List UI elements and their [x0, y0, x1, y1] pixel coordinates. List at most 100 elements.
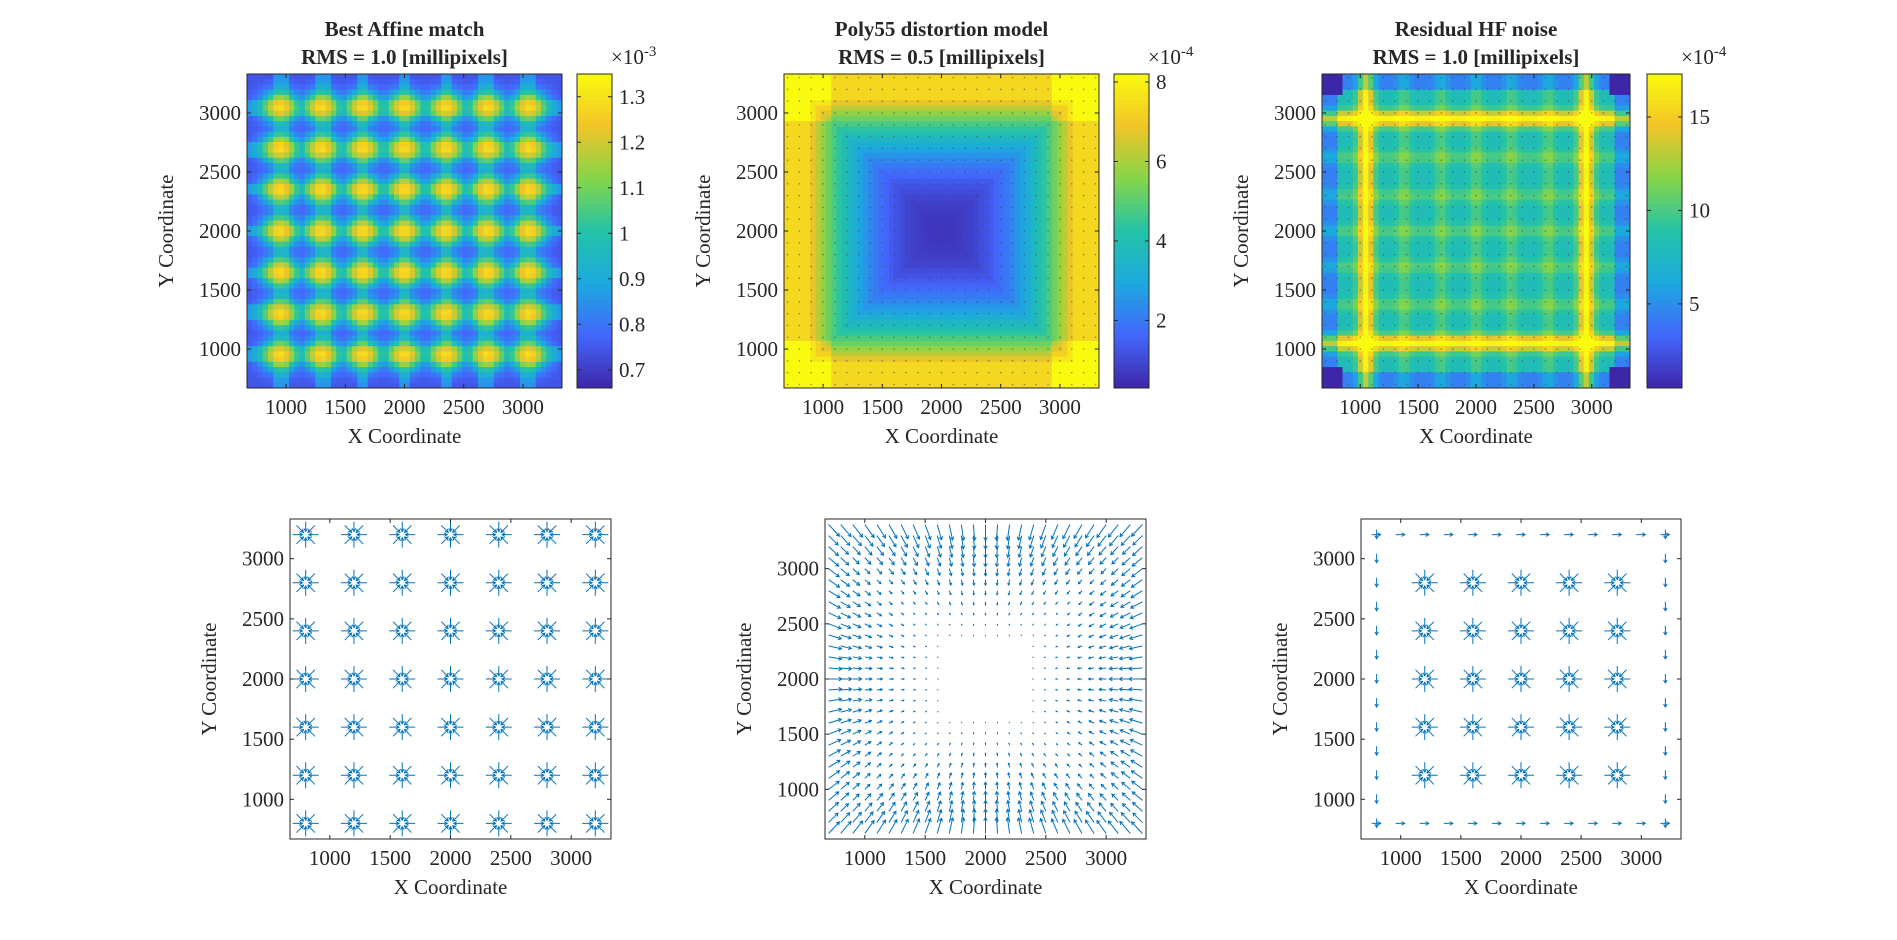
- heatmap-cell: [472, 257, 479, 263]
- heatmap-cell: [857, 314, 864, 321]
- heatmap-cell: [320, 330, 327, 337]
- heatmap-cell: [325, 304, 332, 311]
- heatmap-cell: [868, 382, 874, 388]
- heatmap-cell: [373, 162, 379, 169]
- heatmap-cell: [535, 367, 542, 373]
- heatmap-cell: [304, 162, 311, 169]
- heatmap-cell: [546, 126, 553, 133]
- heatmap-cell: [378, 314, 385, 321]
- heatmap-cell: [520, 257, 526, 263]
- heatmap-cell: [441, 173, 448, 180]
- heatmap-cell: [509, 314, 516, 321]
- heatmap-cell: [436, 199, 442, 206]
- heatmap-cell: [514, 372, 521, 379]
- heatmap-cell: [873, 142, 880, 148]
- heatmap-cell: [784, 178, 790, 185]
- heatmap-cell: [488, 382, 495, 388]
- heatmap-cell: [826, 178, 832, 185]
- heatmap-cell: [373, 84, 379, 91]
- heatmap-cell: [315, 126, 322, 133]
- heatmap-cell: [310, 372, 316, 379]
- heatmap-cell: [299, 84, 306, 91]
- heatmap-cell: [325, 199, 332, 206]
- heatmap-cell: [551, 131, 558, 138]
- heatmap-cell: [273, 121, 280, 127]
- heatmap-cell: [331, 136, 337, 143]
- heatmap-cell: [404, 142, 411, 148]
- heatmap-cell: [504, 126, 511, 133]
- heatmap-cell: [441, 204, 448, 211]
- heatmap-cell: [852, 100, 859, 106]
- heatmap-cell: [873, 231, 880, 237]
- heatmap-cell: [784, 236, 790, 243]
- heatmap-cell: [336, 382, 343, 388]
- heatmap-cell: [483, 241, 490, 248]
- heatmap-cell: [341, 74, 348, 80]
- heatmap-cell: [357, 299, 364, 305]
- heatmap-cell: [336, 288, 343, 295]
- heatmap-cell: [273, 372, 280, 379]
- heatmap-cell: [336, 335, 343, 342]
- heatmap-cell: [278, 309, 285, 316]
- heatmap-cell: [289, 215, 295, 222]
- heatmap-cell: [520, 204, 526, 211]
- heatmap-cell: [457, 225, 463, 232]
- heatmap-cell: [315, 330, 322, 337]
- heatmap-cell: [499, 199, 505, 206]
- heatmap-cell: [378, 309, 385, 316]
- heatmap-cell: [815, 377, 822, 384]
- heatmap-cell: [331, 288, 337, 295]
- heatmap-cell: [520, 325, 526, 332]
- heatmap-cell: [247, 278, 253, 284]
- heatmap-cell: [451, 361, 458, 368]
- heatmap-cell: [472, 84, 479, 91]
- heatmap-cell: [894, 293, 901, 300]
- heatmap-cell: [467, 278, 474, 284]
- heatmap-cell: [493, 330, 500, 337]
- heatmap-cell: [436, 84, 442, 91]
- heatmap-cell: [357, 94, 364, 101]
- heatmap-cell: [878, 241, 885, 248]
- heatmap-cell: [847, 199, 853, 206]
- heatmap-cell: [425, 136, 432, 143]
- heatmap-cell: [325, 293, 332, 300]
- heatmap-cell: [541, 74, 547, 80]
- heatmap-cell: [336, 204, 343, 211]
- heatmap-cell: [289, 183, 295, 190]
- heatmap-cell: [304, 147, 311, 154]
- heatmap-cell: [367, 382, 374, 388]
- heatmap-cell: [509, 288, 516, 295]
- heatmap-cell: [283, 351, 290, 358]
- heatmap-cell: [826, 168, 832, 175]
- heatmap-cell: [325, 173, 332, 180]
- heatmap-cell: [472, 377, 479, 384]
- heatmap-cell: [257, 142, 264, 148]
- heatmap-cell: [409, 319, 416, 326]
- heatmap-cell: [425, 288, 432, 295]
- heatmap-cell: [399, 110, 406, 117]
- heatmap-cell: [430, 115, 437, 122]
- heatmap-cell: [799, 147, 806, 154]
- heatmap-cell: [546, 304, 553, 311]
- heatmap-cell: [509, 94, 516, 101]
- heatmap-cell: [810, 267, 817, 274]
- heatmap-cell: [799, 220, 806, 227]
- heatmap-cell: [415, 152, 421, 159]
- heatmap-cell: [535, 189, 542, 195]
- heatmap-cell: [325, 372, 332, 379]
- heatmap-cell: [478, 257, 484, 263]
- heatmap-cell: [457, 372, 463, 379]
- heatmap-cell: [868, 288, 874, 295]
- heatmap-cell: [541, 361, 547, 368]
- heatmap-cell: [289, 372, 295, 379]
- heatmap-cell: [836, 142, 843, 148]
- heatmap-cell: [799, 361, 806, 368]
- heatmap-cell: [805, 183, 811, 190]
- heatmap-cell: [331, 330, 337, 337]
- heatmap-cell: [873, 84, 880, 91]
- heatmap-cell: [331, 372, 337, 379]
- heatmap-cell: [841, 79, 848, 86]
- heatmap-cell: [857, 189, 864, 195]
- heatmap-cell: [283, 278, 290, 284]
- heatmap-cell: [493, 231, 500, 237]
